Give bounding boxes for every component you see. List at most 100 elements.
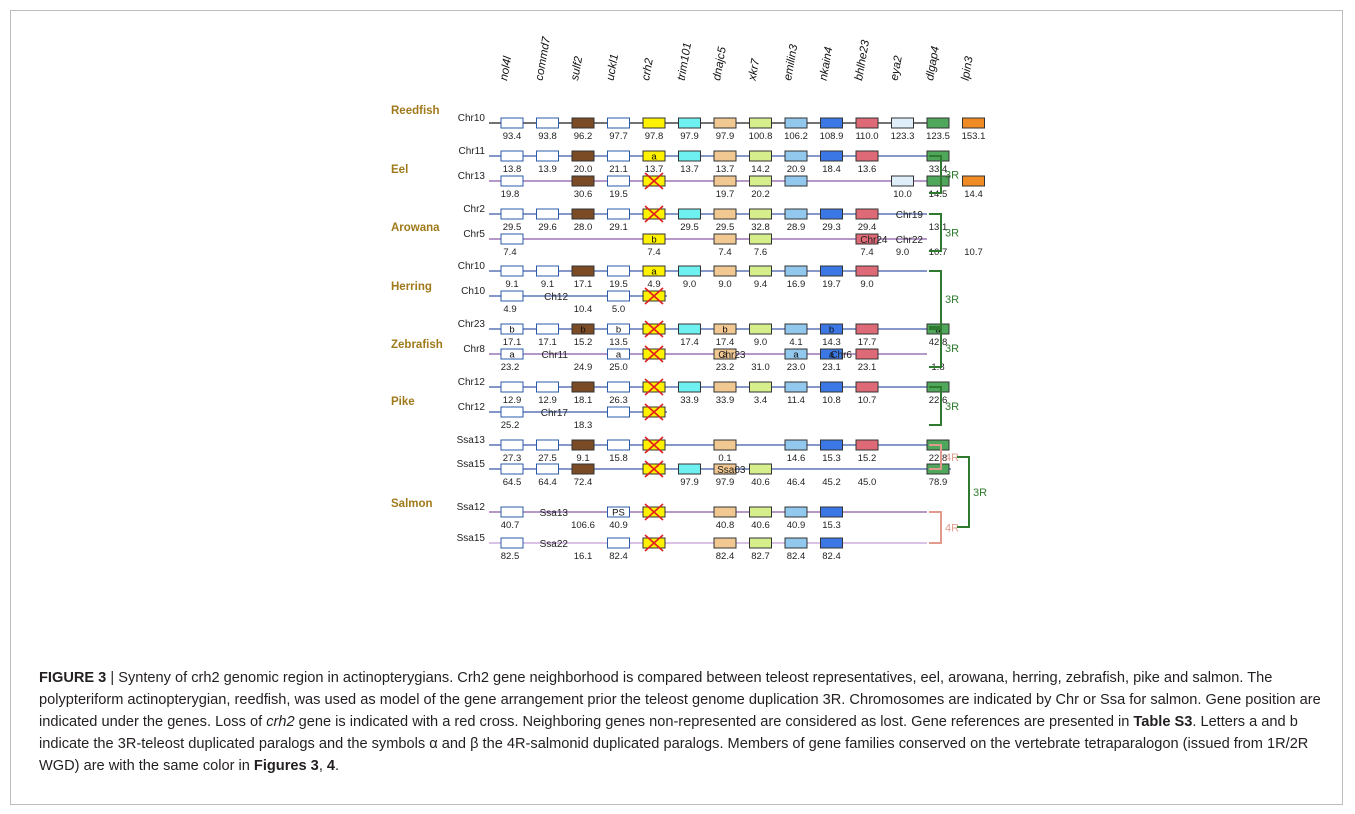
bracket-3r-arowana <box>929 213 942 252</box>
gene-position: 82.4 <box>787 551 806 562</box>
gene-box-commd7 <box>536 439 559 451</box>
gene-position: 64.5 <box>503 477 522 488</box>
gene-box-xkr7 <box>749 381 772 393</box>
chromosome-label: Ssa15 <box>457 533 486 544</box>
gene-box-dnajc5 <box>713 439 737 451</box>
caption-figures-ref[interactable]: Figures 3 <box>253 758 319 774</box>
species-label-pike: Pike <box>391 396 415 408</box>
gene-paralog-letter: a <box>829 350 835 361</box>
gene-position: 29.4 <box>858 222 877 233</box>
bracket-3r-herring-label: 3R <box>945 294 959 306</box>
chromosome-label: Chr12 <box>458 402 486 413</box>
gene-position: 17.4 <box>680 337 699 348</box>
gene-position: 15.2 <box>858 453 877 464</box>
gene-position: 13.8 <box>503 164 522 175</box>
gene-box-uckl1 <box>607 208 630 220</box>
gene-position: 21.1 <box>609 164 628 175</box>
chromosome-label: Chr12 <box>458 377 486 388</box>
gene-header-crh2: crh2 <box>640 57 656 82</box>
caption-text-4: , <box>318 758 327 774</box>
gene-loss-cross <box>644 403 664 421</box>
gene-header-dlgap4: dlgap4 <box>924 45 942 81</box>
gene-position: 40.6 <box>751 520 770 531</box>
chromosome-label: Chr23 <box>458 319 486 330</box>
gene-position: 97.9 <box>680 477 699 488</box>
gene-box-bhlhe23 <box>855 439 879 451</box>
gene-position: 4.9 <box>647 279 660 290</box>
gene-loss-cross <box>644 460 664 478</box>
gene-box-nol4l <box>500 265 524 277</box>
gene-header-dnajc5: dnajc5 <box>711 45 729 81</box>
gene-position: 12.9 <box>538 395 557 406</box>
gene-box-crh2 <box>642 265 666 277</box>
gene-loss-cross <box>644 320 664 338</box>
segment-chromosome-label: Chr19 <box>896 210 924 221</box>
gene-box-xkr7 <box>749 463 772 475</box>
caption-table-ref[interactable]: Table S3 <box>1133 714 1193 730</box>
gene-loss-cross <box>644 378 664 396</box>
gene-position: 17.1 <box>503 337 522 348</box>
gene-position: 82.4 <box>716 551 735 562</box>
chromosome-label: Ssa13 <box>457 435 486 446</box>
gene-box-commd7 <box>536 208 559 220</box>
gene-box-uckl1 <box>607 150 630 162</box>
segment-position: 16.1 <box>574 551 593 562</box>
gene-position: 97.8 <box>645 131 664 142</box>
gene-box-crh2 <box>642 233 666 245</box>
gene-header-commd7: commd7 <box>534 35 554 81</box>
gene-position: 100.8 <box>749 131 773 142</box>
chromosome-label: Ssa12 <box>457 502 486 513</box>
gene-header-lpin3: lpin3 <box>960 55 976 82</box>
caption-figures-ref-2[interactable]: 4 <box>326 758 336 774</box>
gene-position: 7.4 <box>503 247 516 258</box>
segment-chromosome-label: Chr6 <box>830 350 852 361</box>
gene-box-sulf2 <box>571 117 595 129</box>
gene-box-trim101 <box>678 265 701 277</box>
chromosome-label: Chr8 <box>463 344 485 355</box>
chromosome-label: Chr5 <box>463 229 485 240</box>
gene-position: 32.8 <box>751 222 770 233</box>
gene-position: 13.6 <box>858 164 877 175</box>
gene-position: 19.5 <box>609 279 628 290</box>
gene-loss-cross <box>644 345 664 363</box>
gene-paralog-letter: a <box>793 350 799 361</box>
gene-box-lpin3 <box>962 117 985 129</box>
gene-position: 23.2 <box>501 362 520 373</box>
gene-position: 19.8 <box>501 189 520 200</box>
gene-box-sulf2 <box>571 439 595 451</box>
gene-paralog-letter: b <box>616 325 621 336</box>
gene-position: 11.4 <box>787 395 805 406</box>
gene-position: 10.7 <box>858 395 877 406</box>
segment-position: 10.4 <box>574 304 593 315</box>
bracket-3r-zebrafish <box>929 328 942 368</box>
gene-box-nkain4 <box>820 150 843 162</box>
gene-position: 18.1 <box>574 395 593 406</box>
chromosome-label: Chr2 <box>463 204 485 215</box>
figure-frame: nol4l commd7 sulf2 uckl1 crh2 trim101 dnajc5 xk… <box>10 10 1343 805</box>
gene-header-emilin3: emilin3 <box>782 43 800 82</box>
gene-box-nol4l <box>500 150 524 162</box>
gene-position: 82.5 <box>501 551 520 562</box>
gene-box-sulf2 <box>571 175 595 187</box>
gene-header-bhlhe23: bhlhe23 <box>853 39 872 82</box>
gene-box-crh2 <box>642 150 666 162</box>
gene-position: 14.3 <box>822 337 841 348</box>
gene-box-dlgap4 <box>926 175 950 187</box>
gene-position: 0.1 <box>718 453 731 464</box>
species-label-reedfish: Reedfish <box>391 105 440 117</box>
gene-position: 20.9 <box>787 164 806 175</box>
caption-text-2: gene is indicated with a red cross. Neig… <box>294 714 1134 730</box>
gene-position: 110.0 <box>855 131 878 142</box>
chromosome-label: Chr10 <box>458 113 486 124</box>
gene-box-dnajc5 <box>713 175 737 187</box>
gene-position: 29.5 <box>680 222 699 233</box>
bracket-3r-salmon-label: 3R <box>973 487 987 499</box>
gene-box-trim101 <box>678 463 701 475</box>
gene-box-dnajc5 <box>713 150 737 162</box>
gene-position: 9.0 <box>683 279 696 290</box>
gene-box-nol4l <box>500 381 524 393</box>
gene-box-nol4l <box>500 175 524 187</box>
gene-box-nol4l <box>500 290 524 302</box>
caption-gene-italic: crh2 <box>266 714 295 730</box>
gene-box-dnajc5 <box>713 265 737 277</box>
